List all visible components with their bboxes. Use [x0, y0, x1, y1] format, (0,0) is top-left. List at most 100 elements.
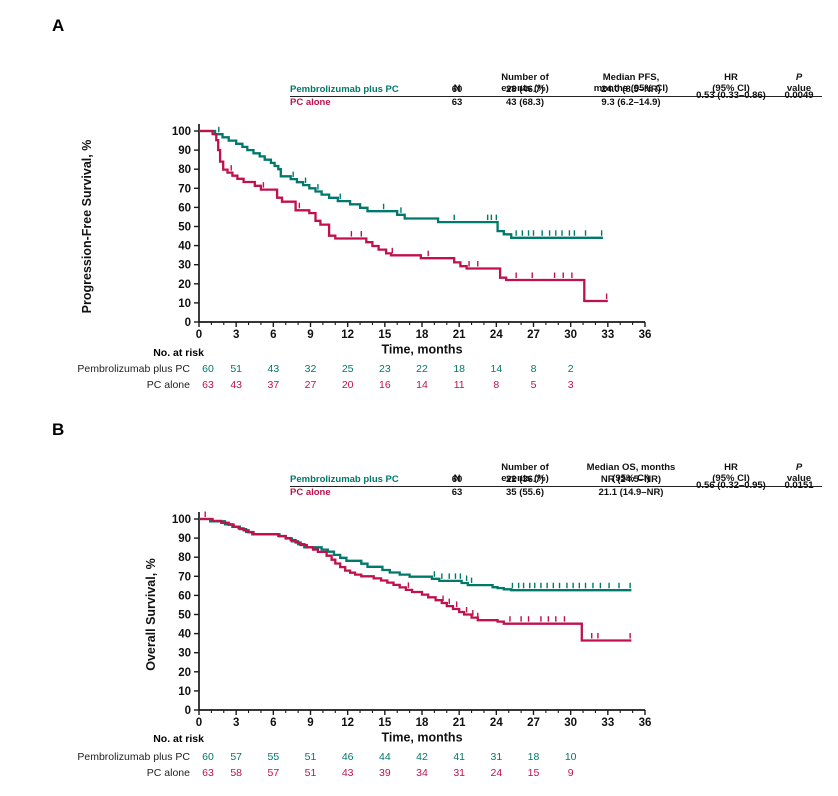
y-tick-label: 50	[178, 610, 191, 622]
risk-count: 60	[202, 751, 214, 763]
y-axis-label: Overall Survival, %	[144, 558, 158, 671]
x-tick-label: 6	[270, 717, 276, 729]
risk-title: No. at risk	[153, 733, 204, 745]
y-tick-label: 100	[172, 126, 191, 138]
y-axis-label: Progression-Free Survival, %	[80, 140, 94, 314]
stats-header-n: N	[440, 458, 474, 487]
p-value: 0.0049	[784, 89, 814, 101]
risk-count: 46	[341, 751, 354, 763]
risk-count: 43	[230, 379, 242, 391]
y-tick-label: 30	[178, 648, 191, 660]
risk-count: 57	[267, 767, 280, 779]
hr-value: 0.56 (0.32–0.95)	[696, 479, 766, 491]
events-value: 35 (55.6)	[505, 487, 545, 498]
stats-header-group	[290, 458, 440, 487]
stats-header-events: Number of events (%)	[474, 458, 576, 487]
risk-count: 27	[304, 379, 317, 391]
x-tick-label: 36	[639, 329, 652, 341]
pfs-stats-table: N Number of events (%) Median PFS, month…	[290, 68, 822, 108]
events-value: 43 (68.3)	[505, 97, 545, 108]
risk-title: No. at risk	[153, 347, 204, 359]
stats-header-hr: HR (95% CI)	[686, 458, 776, 487]
x-tick-label: 21	[453, 329, 466, 341]
risk-count: 55	[267, 751, 280, 763]
risk-count: 31	[490, 751, 503, 763]
stats-header-median: Median OS, months (95% CI)	[576, 458, 686, 487]
risk-count: 14	[416, 379, 428, 391]
risk-row-label-pc-alone: PC alone	[146, 379, 190, 391]
x-tick-label: 21	[453, 717, 466, 729]
os-stats-table: N Number of events (%) Median OS, months…	[290, 458, 822, 498]
risk-count: 3	[567, 379, 574, 391]
risk-count: 43	[341, 767, 354, 779]
risk-count: 51	[304, 751, 317, 763]
stats-header-p: P value	[776, 68, 822, 97]
y-tick-label: 30	[178, 260, 191, 272]
x-tick-label: 15	[378, 329, 391, 341]
risk-count: 63	[202, 767, 214, 779]
x-tick-label: 0	[196, 717, 202, 729]
x-axis-label: Time, months	[381, 343, 462, 357]
n-value: 60	[451, 474, 463, 485]
n-value: 60	[451, 84, 463, 95]
x-tick-label: 12	[341, 329, 354, 341]
risk-count: 58	[230, 767, 242, 779]
risk-count: 20	[341, 379, 354, 391]
risk-count: 57	[230, 751, 242, 763]
risk-count: 32	[304, 363, 317, 375]
group-name-pembro: Pembrolizumab plus PC	[290, 84, 399, 95]
y-tick-label: 0	[185, 705, 191, 717]
risk-count: 8	[530, 363, 537, 375]
x-tick-label: 30	[564, 717, 577, 729]
risk-count: 2	[567, 363, 574, 375]
median-value: 24.0 (8.5–NR)	[601, 84, 661, 95]
group-name-pc-alone: PC alone	[290, 487, 331, 498]
risk-count: 9	[567, 767, 574, 779]
risk-count: 41	[453, 751, 465, 763]
events-value: 22 (36.7)	[505, 474, 545, 485]
risk-count: 39	[378, 767, 391, 779]
x-tick-label: 3	[233, 329, 239, 341]
risk-count: 60	[202, 363, 214, 375]
stats-header-n: N	[440, 68, 474, 97]
x-tick-label: 0	[196, 329, 202, 341]
km-curve-pembrolizumab	[199, 517, 632, 592]
km-curve-pembrolizumab	[199, 126, 603, 239]
km-curve-pc-alone	[199, 511, 632, 642]
y-tick-label: 40	[178, 241, 191, 253]
risk-count: 43	[267, 363, 280, 375]
y-tick-label: 90	[178, 533, 191, 545]
hr-value: 0.53 (0.33–0.86)	[696, 89, 766, 101]
x-tick-label: 3	[233, 717, 239, 729]
y-tick-label: 0	[185, 317, 191, 329]
stats-header-p: P value	[776, 458, 822, 487]
x-tick-label: 24	[490, 329, 503, 341]
x-tick-label: 36	[639, 717, 652, 729]
x-tick-label: 27	[527, 329, 540, 341]
x-tick-label: 33	[601, 329, 614, 341]
risk-row-label-pembro: Pembrolizumab plus PC	[77, 751, 190, 763]
x-tick-label: 18	[416, 717, 429, 729]
group-name-pembro: Pembrolizumab plus PC	[290, 474, 399, 485]
x-tick-label: 6	[270, 329, 276, 341]
risk-count: 22	[416, 363, 428, 375]
risk-count: 24	[490, 767, 503, 779]
x-tick-label: 9	[307, 717, 313, 729]
risk-count: 63	[202, 379, 214, 391]
x-tick-label: 18	[416, 329, 429, 341]
x-tick-label: 30	[564, 329, 577, 341]
risk-count: 8	[493, 379, 500, 391]
risk-count: 18	[527, 751, 540, 763]
median-value: NR (24.5–NR)	[600, 474, 662, 485]
stats-header-group	[290, 68, 440, 97]
x-tick-label: 27	[527, 717, 540, 729]
group-name-pc-alone: PC alone	[290, 97, 331, 108]
risk-count: 5	[530, 379, 537, 391]
y-tick-label: 100	[172, 514, 191, 526]
risk-count: 11	[453, 379, 465, 391]
risk-count: 18	[453, 363, 465, 375]
